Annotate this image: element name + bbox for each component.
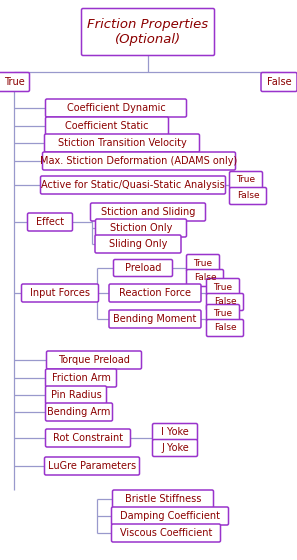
Text: Friction Properties
(Optional): Friction Properties (Optional) [87, 18, 208, 46]
Text: Reaction Force: Reaction Force [119, 288, 191, 298]
Text: I Yoke: I Yoke [161, 427, 189, 437]
FancyBboxPatch shape [42, 152, 236, 170]
Text: Preload: Preload [125, 263, 161, 273]
FancyBboxPatch shape [261, 72, 297, 91]
Text: Friction Arm: Friction Arm [52, 373, 110, 383]
Text: Bending Arm: Bending Arm [47, 407, 111, 417]
Text: LuGre Parameters: LuGre Parameters [48, 461, 136, 471]
FancyBboxPatch shape [45, 117, 168, 135]
FancyBboxPatch shape [0, 72, 29, 91]
Text: Coefficient Static: Coefficient Static [65, 121, 149, 131]
Text: Bristle Stiffness: Bristle Stiffness [125, 494, 201, 504]
Text: Stiction Transition Velocity: Stiction Transition Velocity [58, 138, 187, 148]
Text: Effect: Effect [36, 217, 64, 227]
FancyBboxPatch shape [152, 440, 198, 456]
Text: False: False [237, 192, 259, 200]
Text: Max. Stiction Deformation (ADAMS only): Max. Stiction Deformation (ADAMS only) [40, 156, 238, 166]
Text: False: False [214, 324, 236, 333]
Text: False: False [194, 273, 216, 282]
Text: Stiction Only: Stiction Only [110, 223, 172, 233]
Text: Stiction and Sliding: Stiction and Sliding [101, 207, 195, 217]
FancyBboxPatch shape [109, 310, 201, 328]
Text: Input Forces: Input Forces [30, 288, 90, 298]
Text: Viscous Coefficient: Viscous Coefficient [120, 528, 212, 538]
Text: Active for Static/Quasi-Static Analysis: Active for Static/Quasi-Static Analysis [41, 180, 225, 190]
FancyBboxPatch shape [47, 351, 141, 369]
FancyBboxPatch shape [45, 429, 130, 447]
FancyBboxPatch shape [81, 8, 214, 55]
FancyBboxPatch shape [206, 305, 239, 321]
FancyBboxPatch shape [109, 284, 201, 302]
FancyBboxPatch shape [187, 254, 219, 272]
FancyBboxPatch shape [45, 369, 116, 387]
Text: Coefficient Dynamic: Coefficient Dynamic [67, 103, 165, 113]
Text: False: False [214, 297, 236, 306]
FancyBboxPatch shape [91, 203, 206, 221]
Text: Damping Coefficient: Damping Coefficient [120, 511, 220, 521]
FancyBboxPatch shape [187, 269, 224, 287]
FancyBboxPatch shape [230, 171, 263, 189]
FancyBboxPatch shape [113, 490, 214, 508]
FancyBboxPatch shape [206, 278, 239, 296]
FancyBboxPatch shape [45, 457, 140, 475]
FancyBboxPatch shape [111, 524, 220, 542]
FancyBboxPatch shape [152, 423, 198, 441]
FancyBboxPatch shape [230, 188, 266, 204]
Text: True: True [214, 282, 233, 292]
Text: True: True [236, 175, 255, 184]
FancyBboxPatch shape [113, 259, 173, 277]
Text: Torque Preload: Torque Preload [58, 355, 130, 365]
Text: Pin Radius: Pin Radius [50, 390, 101, 400]
FancyBboxPatch shape [21, 284, 99, 302]
FancyBboxPatch shape [111, 507, 228, 525]
Text: Rot Constraint: Rot Constraint [53, 433, 123, 443]
FancyBboxPatch shape [206, 320, 244, 337]
Text: Sliding Only: Sliding Only [109, 239, 167, 249]
FancyBboxPatch shape [40, 176, 225, 194]
Text: J Yoke: J Yoke [161, 443, 189, 453]
FancyBboxPatch shape [45, 403, 113, 421]
FancyBboxPatch shape [45, 386, 107, 404]
FancyBboxPatch shape [96, 219, 187, 237]
Text: Bending Moment: Bending Moment [113, 314, 197, 324]
Text: True: True [4, 77, 24, 87]
Text: False: False [267, 77, 291, 87]
FancyBboxPatch shape [45, 134, 200, 152]
FancyBboxPatch shape [28, 213, 72, 231]
FancyBboxPatch shape [206, 293, 244, 310]
Text: True: True [193, 259, 213, 268]
FancyBboxPatch shape [95, 235, 181, 253]
Text: True: True [214, 309, 233, 318]
FancyBboxPatch shape [45, 99, 187, 117]
